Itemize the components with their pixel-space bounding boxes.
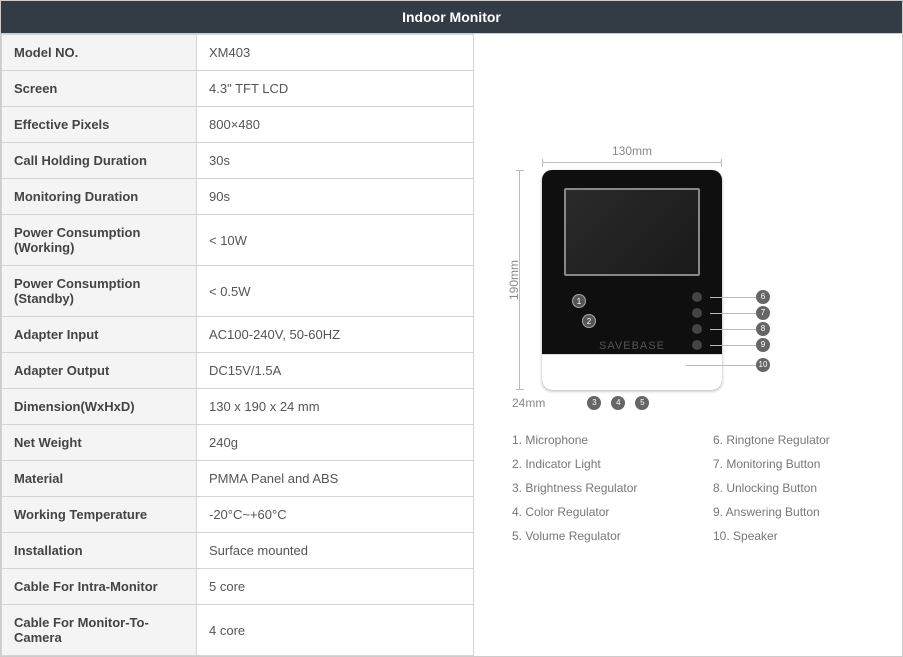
legend-item: 3. Brightness Regulator xyxy=(512,476,683,500)
spec-row: Model NO.XM403 xyxy=(2,35,474,71)
dimension-width-line xyxy=(542,162,722,168)
legend-item: 6. Ringtone Regulator xyxy=(713,428,884,452)
spec-label: Adapter Input xyxy=(2,317,197,353)
device-brand: SAVEBASE xyxy=(542,340,722,352)
spec-label: Cable For Monitor-To-Camera xyxy=(2,605,197,656)
spec-label: Call Holding Duration xyxy=(2,143,197,179)
callout-3: 3 xyxy=(587,396,601,410)
spec-label: Cable For Intra-Monitor xyxy=(2,569,197,605)
spec-value: PMMA Panel and ABS xyxy=(197,461,474,497)
spec-row: Power Consumption (Working)< 10W xyxy=(2,215,474,266)
dimension-width-label: 130mm xyxy=(542,144,722,158)
callout-8: 8 xyxy=(756,322,770,336)
spec-row: Dimension(WxHxD)130 x 190 x 24 mm xyxy=(2,389,474,425)
spec-value: 30s xyxy=(197,143,474,179)
spec-row: Working Temperature-20°C~+60°C xyxy=(2,497,474,533)
device-button xyxy=(692,308,702,318)
device-bottom-panel xyxy=(542,354,722,390)
callout-5: 5 xyxy=(635,396,649,410)
legend-item: 1. Microphone xyxy=(512,428,683,452)
spec-label: Net Weight xyxy=(2,425,197,461)
legend-item: 7. Monitoring Button xyxy=(713,452,884,476)
callout-1: 1 xyxy=(572,294,586,308)
spec-value: 130 x 190 x 24 mm xyxy=(197,389,474,425)
spec-value: 4.3" TFT LCD xyxy=(197,71,474,107)
spec-label: Power Consumption (Working) xyxy=(2,215,197,266)
spec-label: Installation xyxy=(2,533,197,569)
spec-label: Power Consumption (Standby) xyxy=(2,266,197,317)
spec-value: 4 core xyxy=(197,605,474,656)
dimension-height: 190mm xyxy=(504,170,534,390)
legend: 1. Microphone2. Indicator Light3. Bright… xyxy=(512,428,884,548)
spec-value: -20°C~+60°C xyxy=(197,497,474,533)
spec-value: 240g xyxy=(197,425,474,461)
device-screen xyxy=(564,188,700,276)
legend-item: 5. Volume Regulator xyxy=(512,524,683,548)
section-header: Indoor Monitor xyxy=(0,0,903,34)
spec-label: Model NO. xyxy=(2,35,197,71)
spec-value: XM403 xyxy=(197,35,474,71)
spec-row: Monitoring Duration90s xyxy=(2,179,474,215)
spec-table: Model NO.XM403Screen4.3" TFT LCDEffectiv… xyxy=(1,34,474,656)
legend-item: 10. Speaker xyxy=(713,524,884,548)
spec-value: 5 core xyxy=(197,569,474,605)
spec-row: Screen4.3" TFT LCD xyxy=(2,71,474,107)
spec-label: Screen xyxy=(2,71,197,107)
spec-label: Adapter Output xyxy=(2,353,197,389)
spec-value: AC100-240V, 50-60HZ xyxy=(197,317,474,353)
spec-row: Net Weight240g xyxy=(2,425,474,461)
device-button xyxy=(692,324,702,334)
callout-10: 10 xyxy=(756,358,770,372)
spec-label: Monitoring Duration xyxy=(2,179,197,215)
spec-row: Cable For Intra-Monitor5 core xyxy=(2,569,474,605)
legend-col-left: 1. Microphone2. Indicator Light3. Bright… xyxy=(512,428,683,548)
dimension-depth-label: 24mm xyxy=(512,396,545,410)
callout-9: 9 xyxy=(756,338,770,352)
spec-row: Adapter OutputDC15V/1.5A xyxy=(2,353,474,389)
spec-label: Effective Pixels xyxy=(2,107,197,143)
spec-value: < 0.5W xyxy=(197,266,474,317)
spec-value: Surface mounted xyxy=(197,533,474,569)
spec-label: Material xyxy=(2,461,197,497)
spec-row: Adapter InputAC100-240V, 50-60HZ xyxy=(2,317,474,353)
callout-6: 6 xyxy=(756,290,770,304)
diagram-panel: 130mm 190mm 1 2 SAVEBASE 6 7 8 xyxy=(474,34,902,656)
legend-item: 2. Indicator Light xyxy=(512,452,683,476)
spec-value: 800×480 xyxy=(197,107,474,143)
device-illustration: 1 2 SAVEBASE 6 7 8 9 10 xyxy=(542,170,722,390)
dimension-depth-row: 24mm 3 4 5 xyxy=(512,396,884,410)
device-button xyxy=(692,292,702,302)
callout-7: 7 xyxy=(756,306,770,320)
spec-row: InstallationSurface mounted xyxy=(2,533,474,569)
spec-row: Call Holding Duration30s xyxy=(2,143,474,179)
spec-label: Working Temperature xyxy=(2,497,197,533)
spec-row: Power Consumption (Standby)< 0.5W xyxy=(2,266,474,317)
spec-label: Dimension(WxHxD) xyxy=(2,389,197,425)
spec-value: 90s xyxy=(197,179,474,215)
spec-value: < 10W xyxy=(197,215,474,266)
spec-row: Effective Pixels800×480 xyxy=(2,107,474,143)
legend-item: 4. Color Regulator xyxy=(512,500,683,524)
callout-2: 2 xyxy=(582,314,596,328)
main-content: Model NO.XM403Screen4.3" TFT LCDEffectiv… xyxy=(0,34,903,657)
legend-col-right: 6. Ringtone Regulator7. Monitoring Butto… xyxy=(713,428,884,548)
dimension-height-label: 190mm xyxy=(507,260,521,300)
spec-row: Cable For Monitor-To-Camera4 core xyxy=(2,605,474,656)
legend-item: 8. Unlocking Button xyxy=(713,476,884,500)
spec-value: DC15V/1.5A xyxy=(197,353,474,389)
spec-row: MaterialPMMA Panel and ABS xyxy=(2,461,474,497)
legend-item: 9. Answering Button xyxy=(713,500,884,524)
callout-4: 4 xyxy=(611,396,625,410)
